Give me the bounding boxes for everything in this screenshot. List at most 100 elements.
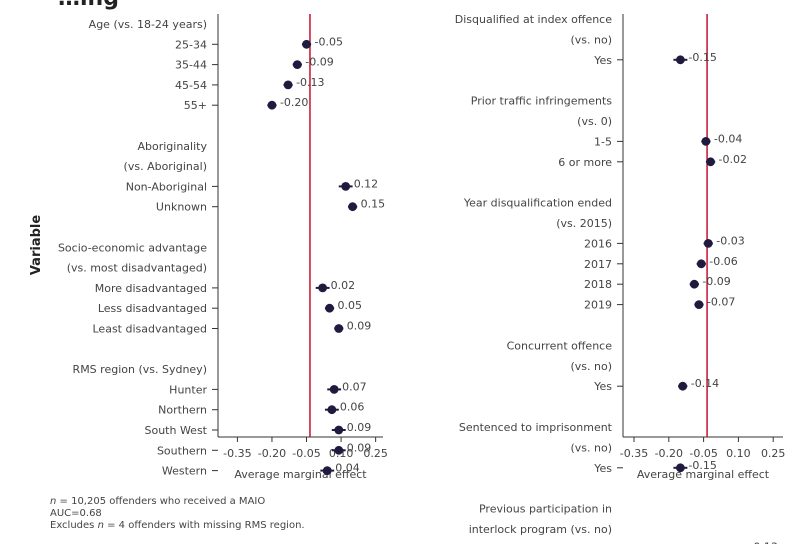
category-label: Non-Aboriginal [126,180,207,193]
data-point [689,279,699,289]
x-tick-label: 0.25 [761,447,786,460]
category-label: Southern [157,444,207,457]
category-label: Unknown [156,201,207,214]
footnote-auc-text: AUC=0.68 [50,508,102,519]
footnote-n-italic: n [50,496,57,507]
footnote-excludes-italic: n [97,520,104,531]
category-label: Least disadvantaged [93,323,208,336]
data-label: -0.14 [691,377,719,390]
footnote-excludes-pre: Excludes [50,520,98,531]
data-label: 0.04 [335,462,360,475]
category-label: Less disadvantaged [98,302,207,315]
group-header-label: (vs. 0) [577,115,612,128]
x-tick-label: -0.20 [655,447,683,460]
data-point [678,381,688,391]
category-label: Yes [593,380,612,393]
footnote-n-text: = 10,205 offenders who received a MAIO [56,496,266,507]
data-label: -0.09 [702,275,730,288]
x-tick-label: 0.10 [726,447,751,460]
category-label: Yes [593,54,612,67]
data-point [334,425,344,435]
footnote-auc: AUC=0.68 [50,508,102,519]
category-label: 45-54 [175,79,207,92]
x-tick-label: -0.05 [292,447,320,460]
data-label: 0.06 [340,401,365,414]
data-label: -0.04 [714,132,742,145]
right-panel: -0.35 -0.20 -0.05 0.10 0.25 Average marginal … [455,13,786,544]
data-point [348,202,357,212]
data-point [318,283,328,293]
footnote-excludes-text: = 4 offenders with missing RMS region. [103,520,305,531]
data-label: 0.02 [331,279,356,292]
y-axis-title: Variable [29,215,44,276]
data-point [334,324,344,333]
data-label: 0.09 [347,320,372,333]
data-point [267,100,277,110]
x-tick-label: -0.20 [258,447,286,460]
data-label: 0.05 [338,299,363,312]
data-point [676,55,685,65]
footnote-n: n = 10,205 offenders who received a MAIO [50,496,265,507]
data-label: -0.15 [688,459,716,472]
group-header-label: Disqualified at index offence [455,13,612,26]
x-axis-label: Average marginal effect [637,468,770,481]
data-label: 0.09 [347,421,372,434]
group-header-label: (vs. no) [570,441,612,454]
group-header-label: Year disqualification ended [463,197,612,210]
x-tick-label: 0.25 [363,447,388,460]
data-point [701,137,711,146]
group-header-label: Previous participation in [479,503,612,516]
data-label: 0.15 [361,198,386,211]
data-label: -0.07 [707,296,735,309]
data-label: -0.05 [315,35,343,48]
data-label: 0.12 [354,177,379,190]
group-header-label: (vs. Aboriginal) [124,160,207,173]
data-point [334,445,344,455]
x-tick-label: -0.35 [223,447,251,460]
category-label: More disadvantaged [95,282,207,295]
group-header-label: Sentenced to imprisonment [459,421,613,434]
data-point [283,80,293,90]
x-tick-label: -0.35 [620,447,648,460]
data-point [325,303,334,313]
category-label: Hunter [169,383,207,396]
category-label: 25-34 [175,38,207,51]
data-point [327,405,337,415]
data-point [322,466,332,475]
clipped-title: …ing [58,0,119,11]
group-header-label: Prior traffic infringements [471,95,612,108]
category-label: 55+ [184,99,207,112]
group-header-label: (vs. 2015) [556,217,612,230]
category-label: Western [162,465,207,478]
data-point [703,239,713,248]
group-header-label: (vs. most disadvantaged) [67,262,207,275]
group-header-label: Age (vs. 18-24 years) [89,18,207,31]
group-header-label: (vs. no) [570,33,612,46]
category-label: Yes [593,462,612,475]
category-label: 2018 [584,278,612,291]
category-label: 2017 [584,258,612,271]
category-label: 2019 [584,299,612,312]
data-label: -0.20 [280,96,308,109]
category-label: Northern [158,404,207,417]
data-point [302,39,311,49]
data-point [696,259,706,269]
data-label: -0.03 [716,234,744,247]
data-point [676,463,685,473]
group-header-label: interlock program (vs. no) [469,523,612,536]
data-label: 0.07 [342,380,367,393]
group-header-label: Socio-economic advantage [58,241,207,254]
category-label: South West [144,424,207,437]
data-label: -0.13 [296,76,324,89]
category-label: 6 or more [558,156,612,169]
data-label: 0.13 [753,540,778,544]
group-header-label: RMS region (vs. Sydney) [73,363,207,376]
data-point [341,182,351,191]
data-label: -0.06 [709,255,737,268]
data-label: 0.09 [347,441,372,454]
data-point [329,385,339,394]
category-label: 35-44 [175,59,207,72]
data-point [292,60,302,69]
